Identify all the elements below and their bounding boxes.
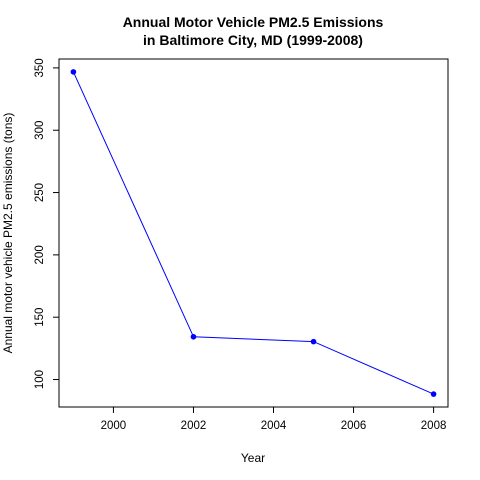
x-tick-label: 2000 — [101, 420, 127, 432]
data-point — [190, 333, 197, 340]
chart-title: Annual Motor Vehicle PM2.5 Emissions — [123, 14, 384, 30]
y-axis: 100 150 200 250 300 350 — [34, 58, 59, 389]
x-axis: 2000 2002 2004 2006 2008 — [101, 407, 447, 432]
x-tick-label: 2004 — [261, 420, 287, 432]
data-point — [70, 69, 77, 75]
series-line — [72, 71, 434, 395]
y-tick-label: 200 — [34, 245, 46, 264]
y-tick-label: 300 — [34, 121, 46, 140]
x-tick-label: 2008 — [421, 420, 447, 432]
data-point — [310, 338, 317, 345]
plot-frame — [58, 58, 449, 408]
y-tick-label: 250 — [34, 183, 46, 202]
y-tick-label: 100 — [34, 370, 46, 389]
chart-subtitle: in Baltimore City, MD (1999-2008) — [143, 32, 363, 48]
y-tick-label: 150 — [34, 308, 46, 327]
y-tick-label: 350 — [34, 58, 46, 77]
data-point — [430, 391, 437, 397]
y-axis-label: Annual motor vehicle PM2.5 emissions (to… — [1, 113, 15, 354]
x-tick-label: 2002 — [181, 420, 207, 432]
x-tick-label: 2006 — [341, 420, 367, 432]
x-axis-label: Year — [241, 451, 265, 465]
data-series — [70, 69, 437, 397]
